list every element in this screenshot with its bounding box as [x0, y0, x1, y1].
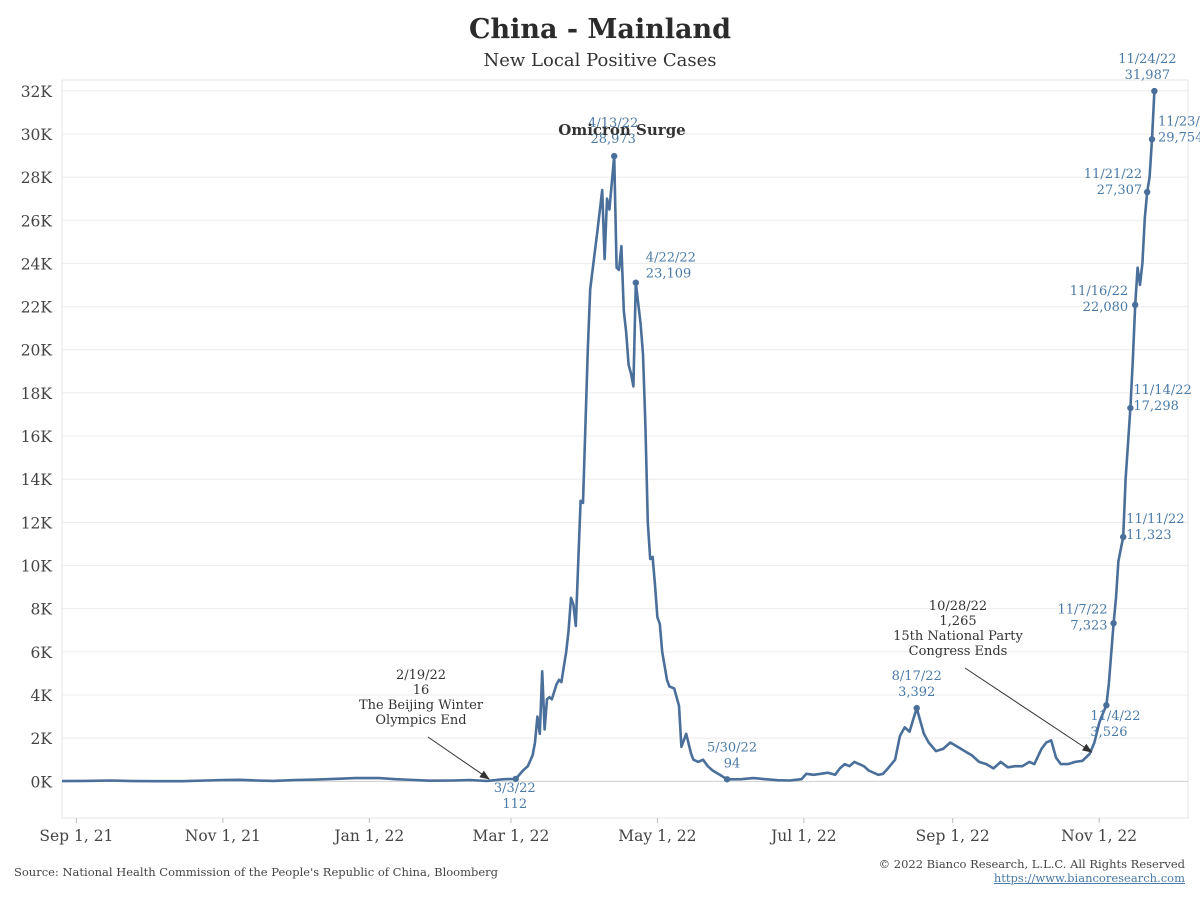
annotated-point [1131, 301, 1139, 309]
y-tick-label: 10K [21, 558, 53, 576]
point-date-label: 11/11/22 [1126, 512, 1184, 527]
x-tick-label: Jan 1, 22 [332, 827, 404, 845]
y-tick-label: 26K [21, 212, 53, 230]
chart-subtitle: New Local Positive Cases [483, 50, 717, 71]
point-value-label: 28,973 [590, 132, 636, 147]
point-date-label: 8/17/22 [892, 669, 942, 684]
x-tick-label: May 1, 22 [618, 827, 696, 845]
chart-title: China - Mainland [468, 14, 732, 45]
y-tick-label: 14K [21, 471, 53, 489]
point-date-label: 11/24/22 [1118, 52, 1176, 67]
point-value-label: 3,526 [1090, 725, 1127, 740]
point-value-label: 112 [502, 797, 527, 812]
copyright-text: © 2022 Bianco Research, L.L.C. All Right… [878, 857, 1185, 871]
y-tick-label: 4K [31, 687, 53, 705]
annotated-point [632, 279, 640, 286]
y-tick-label: 6K [31, 644, 53, 662]
point-value-label: 31,987 [1125, 68, 1171, 83]
y-tick-label: 32K [21, 83, 53, 101]
event-label-line: 16 [413, 683, 430, 698]
x-tick-label: Nov 1, 21 [185, 827, 261, 845]
point-value-label: 7,323 [1070, 618, 1107, 633]
point-value-label: 3,392 [898, 685, 935, 700]
annotated-point [1151, 87, 1158, 95]
point-date-label: 11/23/22 [1158, 114, 1200, 129]
y-tick-label: 12K [21, 514, 53, 532]
annotated-point [913, 704, 920, 712]
event-label-line: Olympics End [375, 713, 466, 728]
y-tick-label: 28K [21, 169, 53, 187]
y-tick-label: 2K [31, 730, 53, 748]
y-tick-label: 8K [31, 601, 53, 619]
event-arrow [964, 667, 1093, 753]
point-date-label: 5/30/22 [707, 740, 757, 755]
y-tick-label: 20K [21, 342, 53, 360]
annotated-point [1119, 533, 1127, 541]
x-tick-label: Mar 1, 22 [473, 827, 550, 845]
point-date-label: 11/21/22 [1084, 167, 1142, 182]
point-date-label: 11/16/22 [1070, 284, 1128, 299]
annotated-point [610, 152, 618, 160]
event-label-line: 2/19/22 [396, 668, 446, 683]
event-label-line: 15th National Party [893, 629, 1023, 644]
y-tick-label: 22K [21, 299, 53, 317]
y-tick-label: 16K [21, 428, 53, 446]
event-label-line: The Beijing Winter [359, 698, 484, 713]
y-tick-label: 0K [31, 773, 53, 791]
x-tick-label: Sep 1, 22 [916, 827, 990, 845]
x-tick-label: Nov 1, 22 [1061, 827, 1137, 845]
point-date-label: 11/4/22 [1090, 709, 1140, 724]
event-arrow [427, 736, 490, 780]
annotated-point [1148, 136, 1156, 143]
point-date-label: 4/13/22 [588, 116, 638, 131]
x-tick-label: Sep 1, 21 [39, 827, 113, 845]
plot-frame [61, 79, 1189, 819]
point-value-label: 23,109 [646, 267, 692, 282]
omicron-surge-label: Omicron Surge [558, 121, 685, 139]
point-date-label: 3/3/22 [494, 781, 536, 796]
annotated-point [1103, 702, 1110, 709]
annotated-point [1127, 404, 1134, 412]
point-value-label: 29,754 [1158, 130, 1200, 145]
event-label-line: 1,265 [939, 614, 976, 629]
series-line [61, 91, 1156, 783]
annotated-point [512, 775, 519, 783]
event-label-line: 10/28/22 [929, 599, 987, 614]
website-link[interactable]: https://www.biancoresearch.com [993, 871, 1185, 885]
copyright-block: © 2022 Bianco Research, L.L.C. All Right… [879, 857, 1185, 885]
point-date-label: 11/14/22 [1133, 383, 1191, 398]
point-date-label: 4/22/22 [646, 251, 696, 266]
point-value-label: 94 [724, 756, 741, 771]
point-value-label: 17,298 [1133, 399, 1179, 414]
source-note: Source: National Health Commission of th… [14, 865, 499, 879]
point-value-label: 22,080 [1083, 300, 1129, 315]
point-value-label: 11,323 [1126, 528, 1172, 543]
y-tick-label: 24K [21, 255, 53, 273]
point-value-label: 27,307 [1097, 183, 1143, 198]
point-date-label: 11/7/22 [1057, 602, 1107, 617]
annotated-point [1110, 620, 1117, 627]
x-tick-label: Jul 1, 22 [769, 827, 837, 845]
y-tick-label: 18K [21, 385, 53, 403]
annotated-point [723, 776, 731, 783]
annotated-point [1143, 188, 1151, 196]
event-label-line: Congress Ends [909, 644, 1008, 659]
y-tick-label: 30K [21, 126, 53, 144]
